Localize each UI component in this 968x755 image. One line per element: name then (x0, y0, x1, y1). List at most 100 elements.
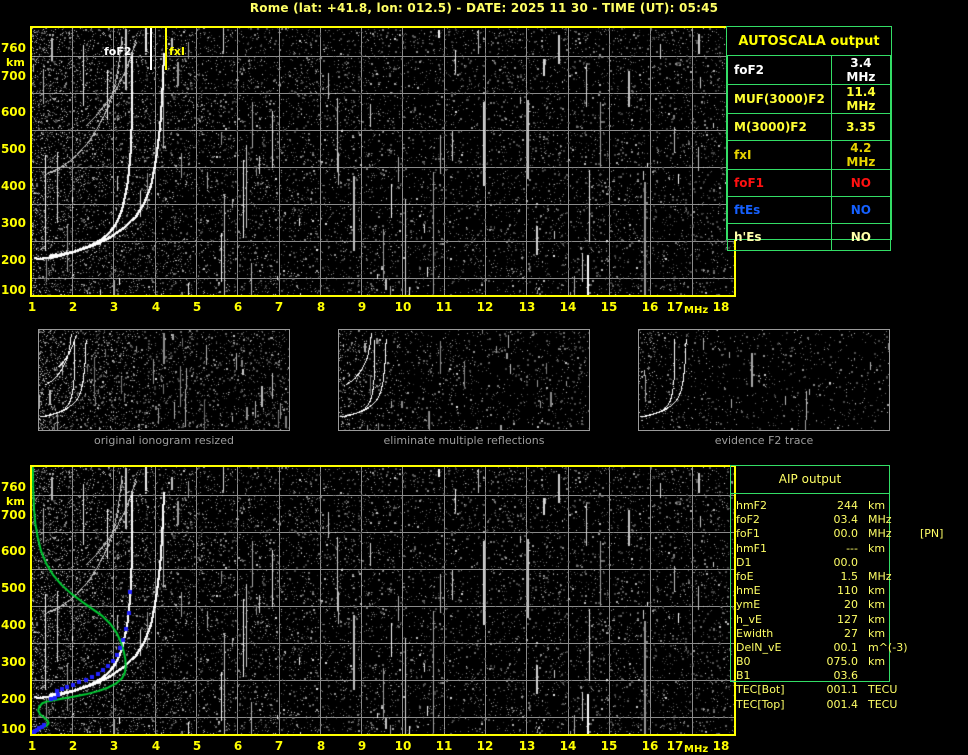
fxi-marker-line (165, 28, 167, 70)
aip-row-name: hmF2 (736, 499, 768, 512)
autoscala-header: AUTOSCALA output (727, 27, 891, 56)
aip-ionogram-plot[interactable] (30, 465, 736, 736)
autoscala-value-muf3000f2: 11.4 MHz (830, 84, 892, 114)
y-axis-unit: km (6, 56, 25, 69)
x-axis-label-11: 11 (435, 300, 453, 314)
x-axis-label-5: 5 (192, 300, 202, 314)
x2-axis-label-3: 3 (109, 739, 119, 753)
aip-row-value: 00.0 (833, 527, 859, 541)
y2-axis-label-760: 760 (0, 480, 26, 494)
autoscala-value-fof2: 3.4 MHz (830, 56, 892, 85)
aip-row-name: TEC[Top] (736, 697, 785, 711)
autoscala-value-fxi: 4.2 MHz (830, 140, 892, 170)
x2-axis-label-1: 1 (27, 739, 37, 753)
y-axis-label-300: 300 (0, 216, 26, 230)
x2-axis-label-11: 11 (435, 739, 453, 753)
aip-row: foF2 03.4 MHz (736, 513, 911, 527)
aip-row: DelN_vE 00.1 m^(-3) (736, 641, 911, 655)
x-axis-label-2: 2 (68, 300, 78, 314)
aip-row-name: B1 (736, 669, 751, 683)
x-axis-label-15: 15 (600, 300, 618, 314)
aip-row: h_vE 127 km (736, 613, 911, 627)
x2-axis-label-13: 13 (518, 739, 536, 753)
aip-row-value: 244 (837, 499, 858, 512)
aip-row: ymE 20 km (736, 598, 911, 612)
x2-axis-label-15: 15 (600, 739, 618, 753)
fxi-marker-label: fxI (169, 45, 185, 58)
y-axis-label-760: 760 (0, 41, 26, 55)
aip-row-value: 03.4 (833, 513, 859, 527)
aip-row-name: DelN_vE (736, 640, 782, 654)
table-row: MUF(3000)F2 11.4 MHz (727, 84, 892, 114)
x-axis-label-12: 12 (476, 300, 494, 314)
x-axis-label-3: 3 (109, 300, 119, 314)
aip-row-name: D1 (736, 555, 752, 569)
table-row: h'Es NO (727, 223, 892, 251)
x2-axis-label-18: 18 (712, 739, 730, 753)
autoscala-value-m3000f2: 3.35 (830, 113, 892, 141)
aip-row-name: Ewidth (736, 626, 774, 640)
aip-row-name: foF2 (736, 513, 760, 527)
autoscala-value-ftes: NO (830, 196, 892, 224)
subpanel-evidence-f2-trace[interactable] (638, 329, 890, 431)
autoscala-key-fof1: foF1 (727, 169, 832, 197)
y2-axis-label-300: 300 (0, 655, 26, 669)
aip-row-name: foF1 (736, 527, 760, 541)
y-axis-label-200: 200 (0, 253, 26, 267)
x2-axis-label-17: 17 (666, 739, 684, 753)
ionogram-trace-layer (32, 28, 734, 295)
subpanel-image (339, 330, 589, 430)
autoscala-key-muf3000f2: MUF(3000)F2 (727, 84, 832, 114)
x2-axis-unit: MHz (684, 744, 709, 755)
page-title: Rome (lat: +41.8, lon: 012.5) - DATE: 20… (249, 1, 719, 15)
aip-rows: hmF2 244 km foF2 03.4 MHz foF1 00.0 MHz [PN] hmF1 -… (736, 499, 943, 712)
aip-row-unit: km (868, 626, 886, 640)
x-axis-label-9: 9 (357, 300, 367, 314)
y2-axis-label-700: 700 (0, 508, 26, 522)
subpanel-original-ionogram[interactable] (38, 329, 290, 431)
x-axis-label-18: 18 (712, 300, 730, 314)
subpanel-caption-original: original ionogram resized (94, 434, 234, 447)
y2-axis-label-500: 500 (0, 581, 26, 595)
aip-row-unit: km (868, 499, 886, 512)
aip-row-value: 075.0 (826, 655, 859, 669)
aip-row-value: 001.1 (826, 683, 859, 697)
x-axis-label-16: 16 (641, 300, 659, 314)
subpanel-eliminate-multiple-reflections[interactable] (338, 329, 590, 431)
table-row: fxI 4.2 MHz (727, 140, 892, 170)
autoscala-key-ftes: ftEs (727, 196, 832, 224)
autoscala-key-fof2: foF2 (727, 56, 832, 85)
aip-header-rule (731, 493, 889, 494)
aip-row-unit: km (868, 541, 886, 555)
table-row: M(3000)F2 3.35 (727, 113, 892, 141)
subpanel-caption-eliminate: eliminate multiple reflections (383, 434, 545, 447)
aip-row-name: hmE (736, 584, 761, 598)
y2-axis-unit: km (6, 495, 25, 508)
aip-row-value: 00.0 (833, 555, 859, 569)
y-axis-label-600: 600 (0, 105, 26, 119)
aip-output-box (730, 465, 890, 682)
aip-row-value: 03.6 (833, 669, 859, 683)
x-axis-label-13: 13 (518, 300, 536, 314)
aip-row: hmF1 --- km (736, 542, 911, 556)
aip-row: TEC[Top] 001.4 TECU (736, 698, 911, 712)
main-ionogram-plot[interactable]: foF2 fxI (30, 26, 736, 297)
aip-row-value: 1.5 (840, 569, 859, 583)
aip-row-value: 001.4 (826, 697, 859, 711)
x-axis-label-6: 6 (233, 300, 243, 314)
y2-axis-label-400: 400 (0, 618, 26, 632)
autoscala-key-m3000f2: M(3000)F2 (727, 113, 832, 141)
aip-row-unit: MHz (868, 527, 892, 541)
autoscala-rows: foF2 3.4 MHz MUF(3000)F2 11.4 MHz M(3000… (727, 56, 892, 251)
y-axis-label-400: 400 (0, 179, 26, 193)
x2-axis-label-5: 5 (192, 739, 202, 753)
y2-axis-label-100: 100 (0, 722, 26, 736)
aip-row-value: --- (846, 541, 858, 555)
x-axis-label-8: 8 (316, 300, 326, 314)
aip-row-unit: m^(-3) (868, 640, 908, 654)
y2-axis-label-200: 200 (0, 692, 26, 706)
aip-row-unit: TECU (868, 683, 898, 697)
aip-row: foF1 00.0 MHz [PN] (736, 527, 943, 541)
subpanel-caption-evidence: evidence F2 trace (714, 434, 814, 447)
x2-axis-label-16: 16 (641, 739, 659, 753)
